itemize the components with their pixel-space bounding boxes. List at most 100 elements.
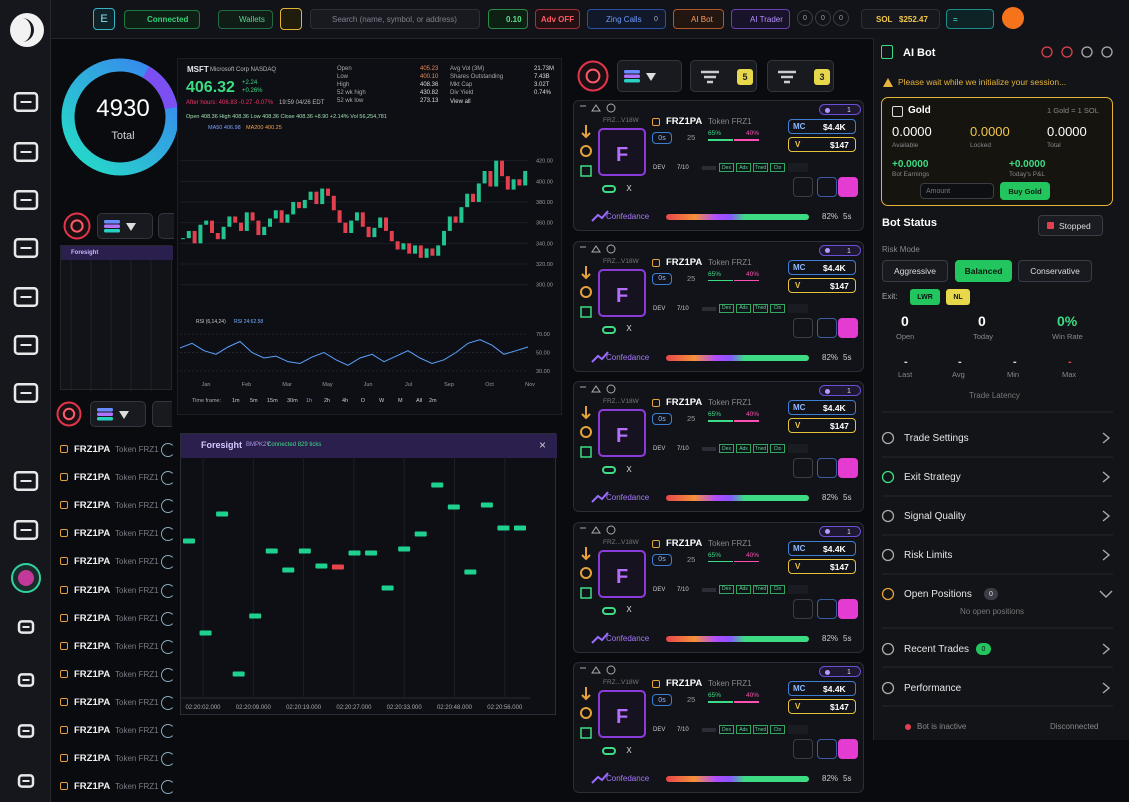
menu-row[interactable]: Exit Strategy [880,463,1116,491]
toolbar-button[interactable] [97,213,153,239]
tag[interactable]: Tned [753,584,768,594]
chart-button[interactable] [793,739,813,759]
token-row[interactable]: FRZ1PA Token FRZ1 [56,439,175,461]
nav-icon[interactable] [13,382,39,404]
tag[interactable]: Cto [770,163,785,172]
quick-buy-button[interactable] [838,739,858,759]
chart-button[interactable] [793,458,813,478]
age-pill[interactable]: 0s [652,272,672,285]
x-link[interactable]: X [626,605,632,614]
tag[interactable]: Ads [736,725,751,734]
token-row[interactable]: FRZ1PA Token FRZ1 [56,495,175,517]
nav-icon[interactable] [13,470,39,492]
account-badge[interactable]: E [93,8,115,30]
timeframe-option[interactable]: M [398,398,403,404]
recent-trades-count[interactable]: 0 [976,643,991,655]
menu-row[interactable]: Open Positions [880,580,1116,608]
token-row[interactable]: FRZ1PA Token FRZ1 [56,692,175,714]
tag[interactable]: Dex [719,584,734,594]
tag[interactable]: Tned [753,303,768,313]
menu-row[interactable]: Performance [880,674,1116,702]
age-pill[interactable]: 0s [652,553,672,566]
token-row[interactable]: FRZ1PA Token FRZ1 [56,580,175,602]
count-badge[interactable]: 1 [819,666,861,677]
pin-button[interactable] [280,8,302,30]
timeframe-option[interactable]: 1m [232,398,240,404]
ai-bot-button[interactable]: AI Bot [673,9,724,29]
count-badge[interactable]: 1 [819,385,861,396]
wallets-button[interactable]: Wallets [218,10,273,29]
alert-button[interactable] [817,177,837,197]
exit-tag[interactable]: LWR [910,289,940,305]
token-card[interactable]: 1 FRZ...V18W F FRZ1PA Token FRZ1 0s 25 65% 40% MC… [573,100,864,231]
timeframe-option[interactable]: 4h [342,398,349,404]
count-badge[interactable]: 1 [819,525,861,537]
alert-button[interactable] [817,598,837,619]
menu-row[interactable]: Signal Quality [880,502,1116,530]
timeframe-option[interactable]: 15m [267,398,278,404]
connected-button[interactable]: Connected [124,10,200,29]
token-row[interactable]: FRZ1PA Token FRZ1 [56,776,175,798]
counter[interactable]: 0 [815,10,831,26]
token-row[interactable]: FRZ1PA Token FRZ1 [56,467,175,489]
nav-icon[interactable] [17,673,35,687]
token-row[interactable]: FRZ1PA Token FRZ1 [56,664,175,686]
nav-icon[interactable] [13,237,39,259]
age-pill[interactable]: 0s [652,132,672,144]
chart-button[interactable] [793,317,813,338]
timeframe-option[interactable]: 5m [250,398,258,404]
timeframe-option[interactable]: 2h [324,398,331,404]
token-card[interactable]: 1 FRZ...V18W F FRZ1PA Token FRZ1 0s 25 65% 40% MC… [573,240,864,372]
alert-button[interactable] [817,739,837,759]
power-button[interactable] [63,212,91,240]
gold-checkbox[interactable] [892,106,903,117]
nav-icon[interactable] [13,334,39,356]
counter[interactable]: 0 [797,10,813,26]
sort-count[interactable]: 3 [814,69,830,85]
nav-icon[interactable] [13,286,39,308]
tag[interactable]: Dex [719,163,734,172]
token-card[interactable]: 1 FRZ...V18W F FRZ1PA Token FRZ1 0s 25 65% 40% MC… [573,381,864,512]
x-link[interactable]: X [626,324,632,333]
nav-icon[interactable] [13,189,39,211]
nav-icon[interactable] [17,620,35,634]
menu-row[interactable]: Risk Limits [880,541,1116,569]
menu-row[interactable]: Recent Trades [880,635,1116,663]
filter-button[interactable]: 5 [690,60,757,92]
nav-icon[interactable] [13,141,39,163]
x-link[interactable]: X [626,183,632,193]
tag[interactable]: Ads [736,584,751,594]
alert-button[interactable] [817,458,837,478]
adv-button[interactable]: Adv OFF [535,9,580,29]
quick-buy-button[interactable] [838,317,858,338]
tag[interactable]: Dex [719,444,734,453]
nav-icon[interactable] [13,91,39,113]
timeframe-option[interactable]: W [379,398,385,404]
tag[interactable]: Tned [753,163,768,172]
tag[interactable]: Cto [770,584,785,594]
ai-trader-button[interactable]: AI Trader [731,9,790,29]
status-button[interactable]: Stopped [1038,215,1103,236]
menu-row[interactable]: Trade Settings [880,424,1116,452]
sort-button[interactable]: 3 [767,60,834,92]
exit-tag[interactable]: NL [946,289,970,305]
quick-buy-button[interactable] [838,458,858,478]
foresight-close[interactable]: × [539,438,547,452]
token-row[interactable]: FRZ1PA Token FRZ1 [56,748,175,770]
tag[interactable]: Dex [719,303,734,313]
token-row[interactable]: FRZ1PA Token FRZ1 [56,636,175,658]
toolbar-button[interactable] [617,60,682,92]
timeframe-option[interactable]: 1h [306,398,313,404]
tag[interactable]: Ads [736,163,751,172]
timeframe-option[interactable]: D [361,398,365,404]
filter-count[interactable]: 5 [737,69,753,85]
profile-avatar[interactable] [1002,7,1024,29]
tag[interactable]: Tned [753,725,768,734]
quick-buy-button[interactable] [838,598,858,619]
timeframe-option[interactable]: All [416,398,423,404]
nav-icon[interactable] [11,563,41,593]
risk-mode[interactable]: Aggressive [882,260,948,282]
sol-balance[interactable]: SOL $252.47 [861,9,940,29]
risk-mode[interactable]: Conservative [1018,260,1092,282]
token-row[interactable]: FRZ1PA Token FRZ1 [56,720,175,742]
